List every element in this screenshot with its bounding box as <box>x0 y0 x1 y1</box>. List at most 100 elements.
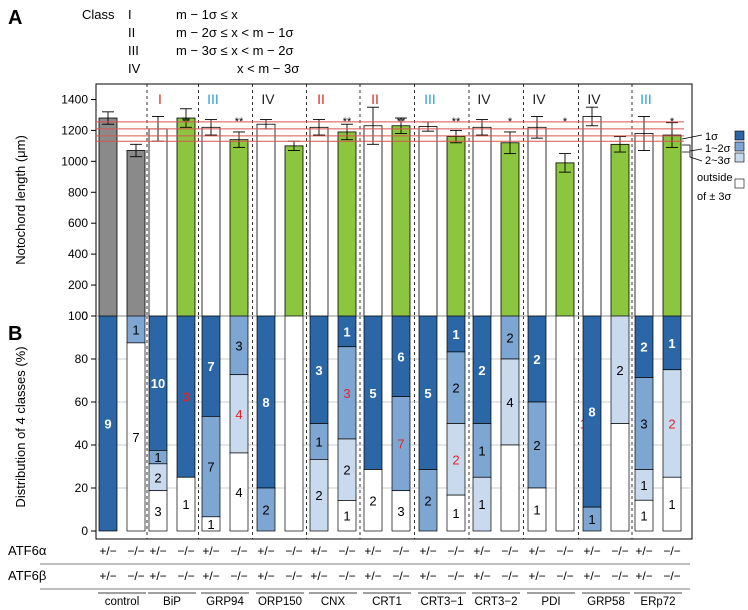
bar-het <box>148 128 168 317</box>
segment-count-label: 1 <box>478 443 485 458</box>
segment-count-label: 2 <box>452 381 459 396</box>
segment-ko <box>555 315 575 532</box>
genotype-a-ko: −/− <box>556 544 573 558</box>
class-label: III <box>424 91 436 107</box>
segment-count-label: 2 <box>315 488 322 503</box>
genotype-b-ko: −/− <box>285 569 302 583</box>
class-legend-rule-3: m − 3σ ≤ x < m − 2σ <box>176 43 293 58</box>
y-tick-label-b: 0 <box>81 524 88 538</box>
segment-count-label: 2 <box>154 470 161 485</box>
class-label: IV <box>261 91 275 107</box>
segment-count-label: 8 <box>588 405 595 420</box>
class-label: IV <box>532 91 546 107</box>
bar-het <box>309 126 329 317</box>
y-tick-label-b: 80 <box>75 352 89 366</box>
segment-count-label: 7 <box>207 359 214 374</box>
segment-count-label: 1 <box>478 497 485 512</box>
segment-count-label: 2 <box>343 463 350 478</box>
segment-ko <box>610 423 630 532</box>
category-label: control <box>105 596 140 608</box>
segment-het <box>309 459 329 532</box>
y-tick-label-a: 1400 <box>61 92 88 106</box>
segment-ko <box>391 490 411 532</box>
genotype-b-het: +/− <box>364 569 381 583</box>
genotype-b-het: +/− <box>310 569 327 583</box>
segment-count-label: 8 <box>262 395 269 410</box>
class-legend-rule-4: x < m − 3σ <box>237 61 299 76</box>
segment-count-label: 3 <box>182 390 189 405</box>
genotype-a-ko: −/− <box>447 544 464 558</box>
segment-het <box>472 476 492 532</box>
bar-ko <box>555 162 575 317</box>
genotype-a-ko: −/− <box>611 544 628 558</box>
segment-count-label: 4 <box>506 395 513 410</box>
segment-count-label: 2 <box>616 363 623 378</box>
genotype-b-het: +/− <box>635 569 652 583</box>
segment-count-label: 7 <box>207 460 214 475</box>
sigma-legend-label-3: 2~3σ <box>705 155 731 167</box>
category-label: GRP58 <box>587 596 625 608</box>
genotype-b-ko: −/− <box>177 569 194 583</box>
bar-ko <box>500 142 520 317</box>
bar-het <box>98 117 118 317</box>
sigma-legend-swatch-1 <box>734 130 745 141</box>
class-label: I <box>158 91 162 107</box>
sigma-legend-swatch-outside <box>734 178 745 189</box>
sigma-legend-leader-2 <box>682 144 703 152</box>
segment-het <box>418 469 438 532</box>
segment-count-label: 1 <box>132 322 139 337</box>
category-label: CRT3−1 <box>421 596 464 608</box>
genotype-a-ko: −/− <box>392 544 409 558</box>
segment-count-label: 4 <box>235 407 242 422</box>
genotype-b-het: +/− <box>257 569 274 583</box>
category-label: PDI <box>541 596 560 608</box>
y-tick-label-b: 100 <box>68 309 88 323</box>
class-label: II <box>317 91 325 107</box>
segment-count-label: 1 <box>452 327 459 342</box>
genotype-a-ko: −/− <box>230 544 247 558</box>
sigma-legend-label-1: 1σ <box>705 131 718 143</box>
y-tick-label-b: 20 <box>75 481 89 495</box>
segment-count-label: 3 <box>343 386 350 401</box>
segment-ko <box>229 452 249 532</box>
segment-het <box>98 315 118 532</box>
category-label: ORP150 <box>258 596 302 608</box>
segment-count-label: 4 <box>235 485 242 500</box>
segment-count-label: 3 <box>397 504 404 519</box>
segment-count-label: 3 <box>640 417 647 432</box>
y-tick-label-a: 600 <box>68 216 88 230</box>
bar-het <box>472 126 492 317</box>
genotype-a-het: +/− <box>473 544 490 558</box>
y-tick-label-a: 0 <box>81 309 88 323</box>
genotype-a-het: +/− <box>202 544 219 558</box>
class-label: III <box>207 91 219 107</box>
genotype-a-het: +/− <box>99 544 116 558</box>
segment-count-label: 9 <box>104 417 111 432</box>
segment-ko <box>176 476 196 532</box>
segment-count-label: 2 <box>533 438 540 453</box>
class-legend-roman-4: IV <box>128 61 141 76</box>
class-label: II <box>371 91 379 107</box>
segment-ko <box>500 444 520 532</box>
segment-count-label: 1 <box>452 506 459 521</box>
sigma-legend-swatch-2 <box>734 141 745 152</box>
segment-count-label: 3 <box>315 363 322 378</box>
bar-ko <box>284 145 304 317</box>
segment-het <box>363 469 383 532</box>
segment-count-label: 1 <box>668 336 675 351</box>
sigma-legend-outside-2: of ± 3σ <box>697 191 731 203</box>
class-legend-header: Class <box>82 7 115 22</box>
genotype-b-ko: −/− <box>338 569 355 583</box>
segment-count-label: 1 <box>343 509 350 524</box>
segment-count-label: 7 <box>132 430 139 445</box>
genotype-a-ko: −/− <box>177 544 194 558</box>
segment-count-label: 2 <box>668 417 675 432</box>
bar-ko <box>126 150 146 317</box>
genotype-b-ko: −/− <box>556 569 573 583</box>
sigma-legend-outside-1: outside <box>697 172 732 184</box>
segment-count-label: 2 <box>369 493 376 508</box>
segment-ko <box>337 500 357 532</box>
category-label: CRT1 <box>372 596 402 608</box>
segment-count-label: 1 <box>207 517 214 532</box>
